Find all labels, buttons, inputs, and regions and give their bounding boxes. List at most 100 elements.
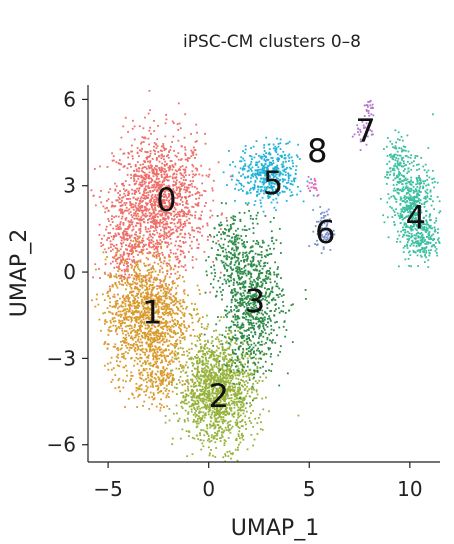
data-point-cluster-3 bbox=[258, 319, 261, 322]
data-point-cluster-1 bbox=[145, 300, 147, 303]
data-point-cluster-3 bbox=[263, 318, 266, 321]
data-point-cluster-2 bbox=[205, 414, 207, 416]
data-point-cluster-2 bbox=[202, 439, 205, 442]
data-point-cluster-2 bbox=[211, 391, 214, 394]
data-point-cluster-0 bbox=[126, 228, 129, 231]
data-point-cluster-2 bbox=[216, 411, 219, 414]
data-point-cluster-1 bbox=[152, 286, 155, 289]
data-point-cluster-2 bbox=[187, 389, 190, 392]
data-point-cluster-2 bbox=[223, 398, 226, 401]
data-point-cluster-0 bbox=[118, 162, 121, 165]
data-point-cluster-0 bbox=[220, 271, 222, 274]
data-point-cluster-0 bbox=[159, 200, 162, 203]
data-point-cluster-0 bbox=[160, 208, 163, 210]
data-point-cluster-2 bbox=[215, 396, 218, 398]
data-point-cluster-0 bbox=[196, 227, 198, 229]
data-point-cluster-3 bbox=[228, 311, 231, 314]
data-point-cluster-2 bbox=[210, 436, 213, 439]
data-point-cluster-2 bbox=[229, 377, 232, 380]
data-point-cluster-1 bbox=[131, 311, 134, 314]
data-point-cluster-0 bbox=[138, 155, 140, 158]
data-point-cluster-1 bbox=[164, 295, 166, 298]
data-point-cluster-2 bbox=[208, 357, 210, 359]
data-point-cluster-2 bbox=[221, 406, 224, 409]
data-point-cluster-0 bbox=[158, 235, 160, 238]
data-point-cluster-3 bbox=[251, 311, 253, 314]
data-point-cluster-2 bbox=[250, 372, 253, 375]
data-point-cluster-0 bbox=[110, 205, 113, 208]
data-point-cluster-0 bbox=[148, 171, 151, 174]
data-point-cluster-1 bbox=[147, 297, 150, 300]
data-point-cluster-1 bbox=[161, 351, 163, 354]
data-point-cluster-1 bbox=[165, 394, 168, 397]
data-point-cluster-2 bbox=[204, 353, 207, 355]
data-point-cluster-2 bbox=[216, 413, 219, 416]
data-point-cluster-0 bbox=[148, 244, 150, 247]
data-point-cluster-0 bbox=[152, 170, 155, 173]
data-point-cluster-2 bbox=[222, 404, 224, 407]
data-point-cluster-0 bbox=[198, 173, 201, 176]
data-point-cluster-2 bbox=[248, 376, 251, 379]
data-point-cluster-0 bbox=[130, 206, 133, 209]
data-point-cluster-1 bbox=[157, 296, 160, 299]
data-point-cluster-0 bbox=[160, 174, 163, 177]
data-point-cluster-0 bbox=[128, 192, 130, 195]
data-point-cluster-1 bbox=[127, 294, 130, 297]
data-point-cluster-2 bbox=[195, 434, 198, 437]
data-point-cluster-1 bbox=[104, 258, 107, 261]
data-point-cluster-2 bbox=[204, 380, 207, 383]
data-point-cluster-0 bbox=[184, 264, 187, 267]
data-point-cluster-1 bbox=[131, 319, 133, 322]
data-point-cluster-2 bbox=[213, 424, 216, 427]
data-point-cluster-0 bbox=[153, 233, 156, 236]
data-point-cluster-2 bbox=[231, 453, 234, 456]
data-point-cluster-1 bbox=[135, 340, 137, 343]
data-point-cluster-2 bbox=[196, 372, 199, 375]
data-point-cluster-0 bbox=[152, 220, 155, 223]
data-point-cluster-0 bbox=[166, 234, 168, 237]
data-point-cluster-1 bbox=[145, 292, 147, 295]
data-point-cluster-0 bbox=[192, 180, 195, 183]
data-point-cluster-3 bbox=[254, 363, 257, 366]
data-point-cluster-1 bbox=[151, 382, 154, 385]
data-point-cluster-3 bbox=[227, 240, 230, 243]
data-point-cluster-2 bbox=[206, 393, 209, 396]
data-point-cluster-2 bbox=[219, 367, 222, 370]
data-point-cluster-2 bbox=[229, 390, 232, 393]
data-point-cluster-2 bbox=[244, 383, 246, 386]
data-point-cluster-0 bbox=[165, 148, 167, 150]
data-point-cluster-1 bbox=[109, 325, 112, 328]
data-point-cluster-0 bbox=[160, 154, 163, 157]
data-point-cluster-1 bbox=[137, 316, 139, 319]
data-point-cluster-0 bbox=[151, 220, 154, 222]
data-point-cluster-2 bbox=[191, 378, 194, 381]
data-point-cluster-0 bbox=[156, 222, 158, 225]
data-point-cluster-0 bbox=[178, 195, 181, 198]
data-point-cluster-0 bbox=[107, 191, 110, 194]
data-point-cluster-0 bbox=[187, 213, 189, 216]
data-point-cluster-1 bbox=[159, 243, 162, 245]
data-point-cluster-0 bbox=[127, 156, 130, 159]
data-point-cluster-0 bbox=[154, 204, 156, 207]
data-point-cluster-2 bbox=[227, 428, 230, 431]
data-point-cluster-0 bbox=[171, 177, 174, 180]
data-point-cluster-2 bbox=[262, 408, 265, 411]
data-point-cluster-2 bbox=[204, 386, 207, 388]
data-point-cluster-0 bbox=[121, 215, 124, 218]
data-point-cluster-2 bbox=[225, 414, 227, 417]
data-point-cluster-2 bbox=[241, 406, 244, 408]
data-point-cluster-3 bbox=[256, 318, 259, 321]
data-point-cluster-1 bbox=[125, 380, 127, 383]
data-point-cluster-0 bbox=[115, 244, 118, 246]
data-point-cluster-2 bbox=[239, 437, 241, 440]
data-point-cluster-0 bbox=[103, 271, 106, 274]
data-point-cluster-2 bbox=[192, 399, 195, 402]
data-point-cluster-0 bbox=[131, 192, 134, 195]
data-point-cluster-0 bbox=[184, 154, 187, 157]
data-point-cluster-2 bbox=[199, 375, 202, 378]
data-point-cluster-2 bbox=[238, 409, 240, 411]
data-point-cluster-1 bbox=[138, 325, 141, 327]
data-point-cluster-2 bbox=[220, 416, 223, 418]
data-point-cluster-2 bbox=[223, 411, 226, 413]
data-point-cluster-2 bbox=[257, 417, 260, 419]
